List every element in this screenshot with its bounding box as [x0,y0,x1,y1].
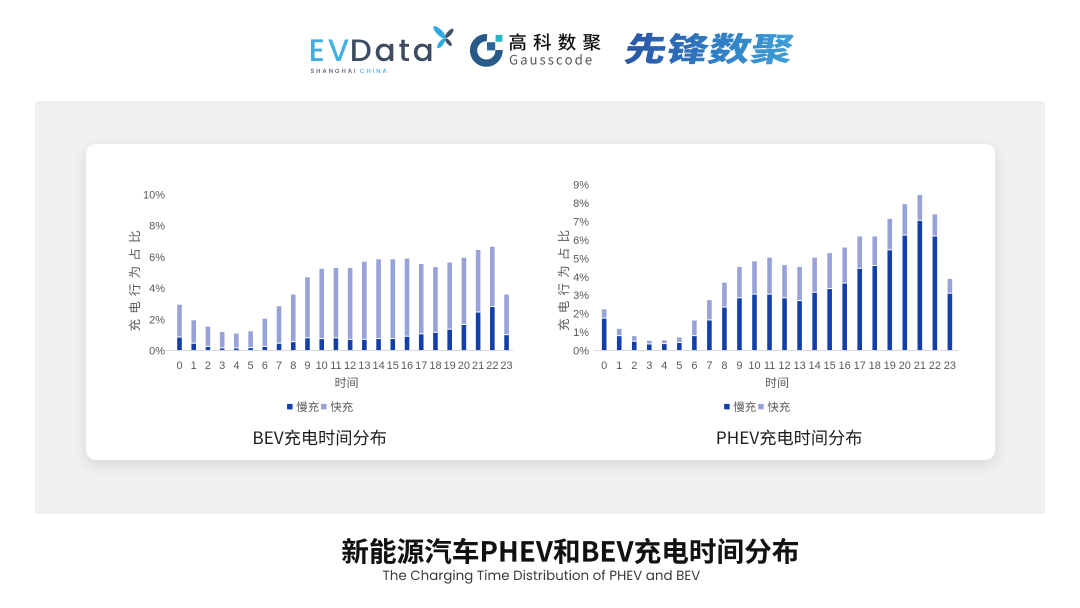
svg-text:0%: 0% [573,346,589,358]
svg-text:0: 0 [176,360,182,372]
svg-text:20: 20 [899,360,911,372]
svg-text:9: 9 [304,360,310,372]
svg-text:4%: 4% [149,283,165,295]
svg-text:7: 7 [706,360,712,372]
svg-text:3%: 3% [573,290,589,302]
svg-text:4: 4 [233,360,239,372]
svg-text:2: 2 [205,360,211,372]
svg-text:19: 19 [444,360,456,372]
svg-text:12: 12 [344,360,356,372]
svg-text:2: 2 [631,360,637,372]
svg-text:8: 8 [290,360,296,372]
svg-text:17: 17 [854,360,866,372]
svg-text:20: 20 [458,360,470,372]
svg-text:8: 8 [721,360,727,372]
svg-text:8%: 8% [149,221,165,233]
svg-text:1: 1 [616,360,622,372]
svg-text:0: 0 [601,360,607,372]
svg-text:15: 15 [824,360,836,372]
svg-text:3: 3 [646,360,652,372]
svg-text:7: 7 [276,360,282,372]
svg-text:6: 6 [262,360,268,372]
svg-text:1%: 1% [573,327,589,339]
svg-text:1: 1 [191,360,197,372]
svg-text:4: 4 [661,360,667,372]
svg-text:16: 16 [839,360,851,372]
svg-text:4%: 4% [573,272,589,284]
svg-text:7%: 7% [573,216,589,228]
svg-text:10: 10 [748,360,760,372]
svg-text:23: 23 [500,360,512,372]
svg-text:10: 10 [316,360,328,372]
svg-text:3: 3 [219,360,225,372]
svg-text:21: 21 [914,360,926,372]
svg-text:17: 17 [415,360,427,372]
svg-text:14: 14 [372,360,384,372]
svg-text:16: 16 [401,360,413,372]
svg-text:13: 13 [358,360,370,372]
svg-text:10%: 10% [143,189,165,201]
svg-text:18: 18 [869,360,881,372]
svg-text:5%: 5% [573,253,589,265]
svg-text:9: 9 [736,360,742,372]
svg-text:22: 22 [929,360,941,372]
svg-text:9%: 9% [573,180,589,192]
svg-text:11: 11 [764,360,775,372]
svg-text:2%: 2% [573,309,589,321]
svg-text:6%: 6% [149,252,165,264]
svg-text:2%: 2% [149,314,165,326]
svg-text:5: 5 [248,360,254,372]
svg-text:0%: 0% [149,346,165,358]
svg-text:8%: 8% [573,198,589,210]
svg-text:13: 13 [793,360,805,372]
svg-text:19: 19 [884,360,896,372]
svg-text:11: 11 [330,360,341,372]
svg-text:5: 5 [676,360,682,372]
svg-text:21: 21 [472,360,484,372]
svg-text:15: 15 [387,360,399,372]
svg-text:14: 14 [808,360,820,372]
svg-text:6: 6 [691,360,697,372]
svg-text:18: 18 [429,360,441,372]
svg-text:6%: 6% [573,235,589,247]
svg-text:23: 23 [944,360,956,372]
svg-text:12: 12 [778,360,790,372]
svg-text:22: 22 [486,360,498,372]
